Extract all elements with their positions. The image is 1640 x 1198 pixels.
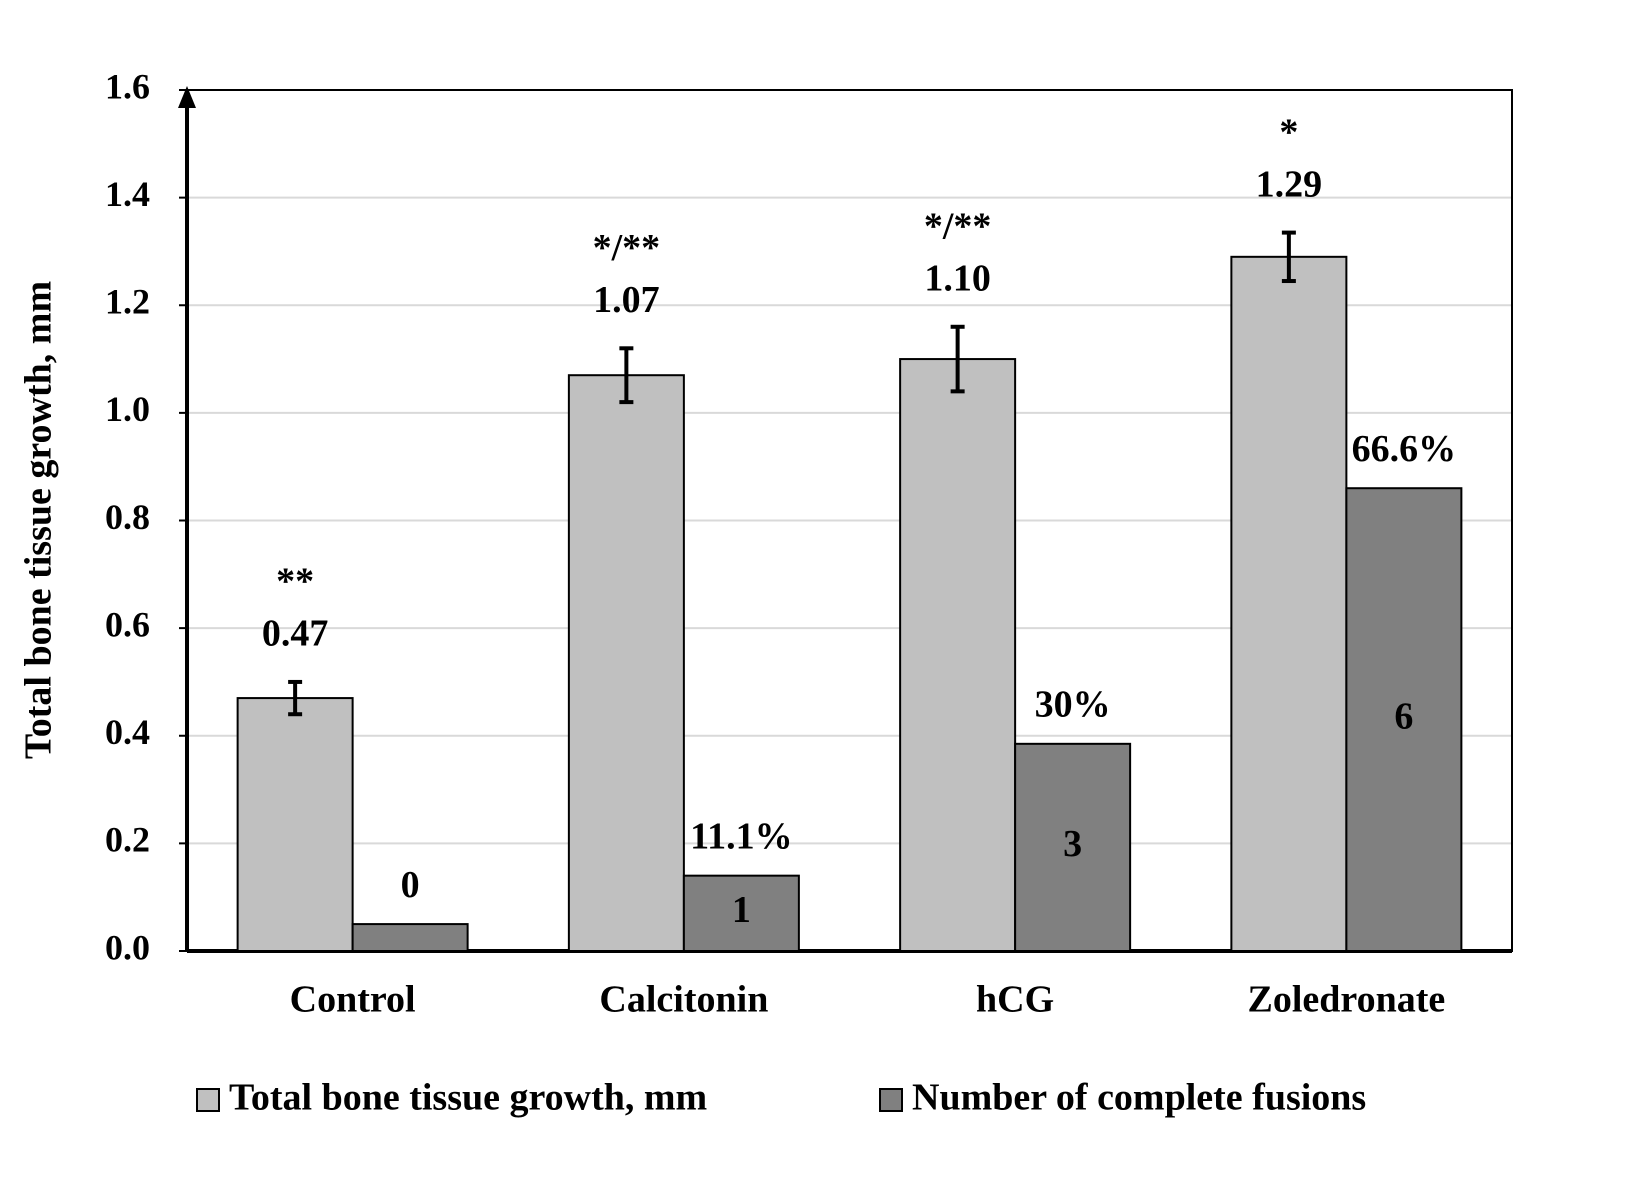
- y-tick-label: 1.6: [105, 66, 150, 106]
- y-axis-label: Total bone tissue growth, mm: [18, 281, 60, 759]
- significance-label: */**: [924, 205, 992, 247]
- value-label: 0.47: [262, 613, 329, 655]
- inner-label: 1: [732, 889, 751, 931]
- error-bar: [288, 679, 303, 717]
- significance-label: **: [276, 561, 314, 603]
- y-tick-label: 1.0: [105, 389, 150, 429]
- bar: [682, 874, 800, 952]
- bar: [899, 358, 1017, 952]
- bar: [567, 374, 685, 952]
- inner-label: 6: [1394, 695, 1413, 737]
- y-tick-label: 1.2: [105, 282, 150, 322]
- bar: [1014, 742, 1132, 953]
- y-axis-arrow: [178, 86, 196, 108]
- bar: [236, 697, 354, 952]
- y-tick-label: 0.2: [105, 820, 150, 860]
- error-bar: [1281, 230, 1296, 284]
- x-tick-label: hCG: [976, 979, 1054, 1021]
- y-tick-label: 1.4: [105, 174, 150, 214]
- bar: [1230, 255, 1348, 953]
- x-tick-label: Calcitonin: [599, 979, 768, 1021]
- bar: [1345, 487, 1463, 952]
- y-tick-label: 0.0: [105, 927, 150, 967]
- legend-label: Total bone tissue growth, mm: [229, 1077, 707, 1119]
- significance-label: *: [1279, 111, 1298, 153]
- legend-swatch: [196, 1088, 220, 1112]
- value-label: 1.29: [1256, 163, 1323, 205]
- y-tick-label: 0.6: [105, 604, 150, 644]
- x-tick-label: Control: [290, 979, 416, 1021]
- top-label: 0: [401, 864, 420, 906]
- value-label: 1.07: [593, 279, 660, 321]
- y-tick-label: 0.4: [105, 712, 150, 752]
- top-label: 30%: [1035, 684, 1111, 726]
- top-label: 11.1%: [690, 815, 792, 857]
- y-tick-label: 0.8: [105, 497, 150, 537]
- significance-label: */**: [593, 227, 661, 269]
- value-label: 1.10: [924, 257, 991, 299]
- x-tick-label: Zoledronate: [1248, 979, 1446, 1021]
- error-bar: [950, 324, 965, 394]
- legend-label: Number of complete fusions: [912, 1077, 1366, 1119]
- inner-label: 3: [1063, 823, 1082, 865]
- error-bar: [619, 346, 634, 405]
- bar: [351, 923, 469, 952]
- top-label: 66.6%: [1352, 428, 1457, 470]
- legend-swatch: [879, 1088, 903, 1112]
